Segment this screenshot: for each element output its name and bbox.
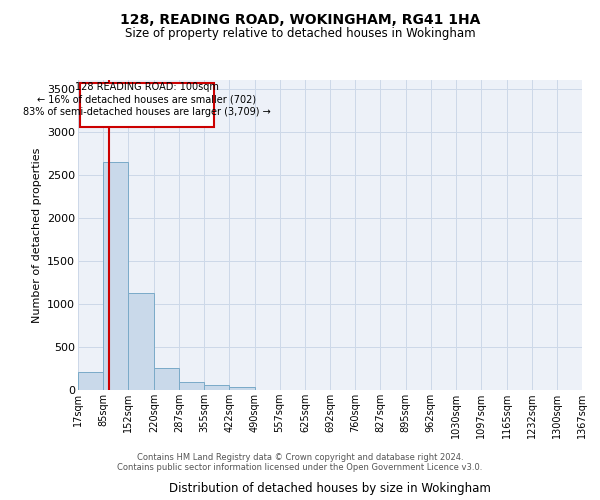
Bar (154, 368, 179, 390)
Bar (204, 386, 229, 390)
Bar (179, 382, 204, 390)
Text: 128 READING ROAD: 100sqm: 128 READING ROAD: 100sqm (75, 82, 218, 92)
Text: Contains HM Land Registry data © Crown copyright and database right 2024.: Contains HM Land Registry data © Crown c… (137, 454, 463, 462)
Text: 83% of semi-detached houses are larger (3,709) →: 83% of semi-detached houses are larger (… (23, 108, 271, 118)
Bar (229, 388, 254, 390)
Bar (103, 162, 128, 390)
Text: Distribution of detached houses by size in Wokingham: Distribution of detached houses by size … (169, 482, 491, 495)
Text: Size of property relative to detached houses in Wokingham: Size of property relative to detached ho… (125, 28, 475, 40)
Bar (128, 292, 154, 390)
Text: Contains public sector information licensed under the Open Government Licence v3: Contains public sector information licen… (118, 464, 482, 472)
Bar (78, 372, 103, 390)
Text: 128, READING ROAD, WOKINGHAM, RG41 1HA: 128, READING ROAD, WOKINGHAM, RG41 1HA (120, 12, 480, 26)
Text: ← 16% of detached houses are smaller (702): ← 16% of detached houses are smaller (70… (37, 95, 256, 105)
Y-axis label: Number of detached properties: Number of detached properties (32, 148, 41, 322)
Bar (80, 84, 214, 128)
